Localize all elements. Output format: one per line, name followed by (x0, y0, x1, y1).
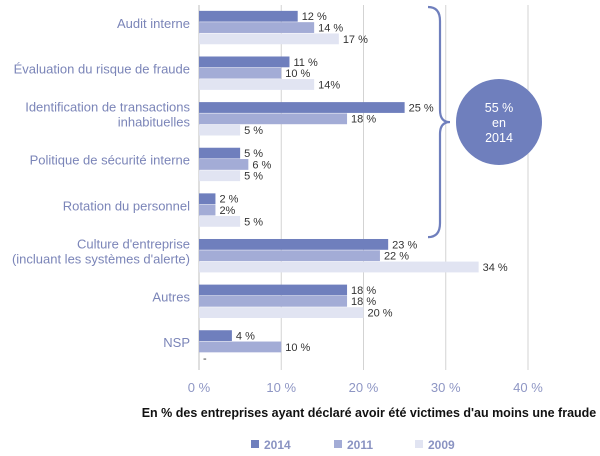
bar-2014 (199, 238, 389, 250)
x-axis-title: En % des entreprises ayant déclaré avoir… (142, 406, 597, 420)
x-tick-label: 0 % (188, 380, 211, 395)
bar-2009 (199, 307, 364, 319)
category-label: Rotation du personnel (63, 198, 190, 213)
data-label: 5 % (244, 148, 263, 160)
callout-text: 2014 (485, 131, 513, 145)
data-label: 22 % (384, 251, 409, 263)
category-label: Évaluation du risque de fraude (14, 61, 190, 76)
bar-2014 (199, 147, 241, 159)
bar-2014 (199, 56, 290, 68)
data-label: 14 % (318, 22, 343, 34)
data-label: 5 % (244, 216, 263, 228)
bar-2014 (199, 10, 298, 22)
data-label: 10 % (285, 68, 310, 80)
data-label: 11 % (293, 57, 317, 69)
data-label: 4 % (236, 331, 255, 343)
callout-text: en (492, 116, 506, 130)
brace-shape (427, 5, 451, 239)
data-label: 2 % (219, 194, 238, 206)
bar-2009 (199, 215, 241, 227)
data-label: 10 % (285, 342, 310, 354)
data-label: 18 % (351, 114, 376, 126)
bar-2014 (199, 284, 348, 296)
x-tick-label: 40 % (513, 380, 543, 395)
legend-label-2014: 2014 (264, 438, 291, 452)
bar-2014 (199, 193, 216, 205)
category-label: NSP (163, 335, 190, 350)
category-label: Politique de sécurité interne (30, 153, 190, 168)
legend-label-2011: 2011 (347, 438, 373, 452)
bar-2014 (199, 330, 232, 342)
legend-swatch-2011 (334, 440, 342, 448)
bar-2011 (199, 22, 315, 33)
x-tick-label: 20 % (349, 380, 379, 395)
bar-2011 (199, 67, 282, 79)
category-label: Culture d'entreprise (77, 236, 190, 251)
data-label: 20 % (368, 308, 393, 320)
callout-circle (456, 79, 542, 165)
callout-text: 55 % (485, 101, 514, 115)
category-label: (incluant les systèmes d'alerte) (12, 251, 190, 266)
legend-swatch-2014 (251, 440, 259, 448)
data-label: 5 % (244, 125, 263, 137)
x-tick-label: 30 % (431, 380, 461, 395)
category-label: Autres (152, 290, 190, 305)
data-label: 18 % (351, 296, 376, 308)
data-label: 18 % (351, 285, 376, 297)
x-tick-label: 10 % (266, 380, 296, 395)
bar-2011 (199, 250, 380, 262)
data-label: 34 % (483, 262, 508, 274)
data-label: 14% (318, 79, 340, 91)
bar-2014 (199, 102, 405, 113)
bar-2009 (199, 170, 241, 182)
bar-2011 (199, 204, 216, 216)
data-label: 12 % (302, 11, 327, 23)
category-label: Audit interne (117, 16, 190, 31)
category-label: inhabituelles (118, 115, 191, 130)
bar-2011 (199, 159, 249, 170)
data-label: 6 % (252, 159, 271, 171)
bar-2009 (199, 33, 339, 45)
bar-2011 (199, 295, 348, 307)
bar-2009 (199, 261, 479, 273)
bar-2011 (199, 113, 348, 125)
legend-label-2009: 2009 (428, 438, 455, 452)
data-label: - (203, 353, 207, 365)
bar-2011 (199, 341, 282, 353)
data-label: 23 % (392, 239, 417, 251)
bar-2009 (199, 79, 315, 90)
data-label: 17 % (343, 34, 368, 46)
data-label: 2% (219, 205, 235, 217)
legend-swatch-2009 (415, 440, 423, 448)
data-label: 5 % (244, 171, 263, 183)
bar-2009 (199, 124, 241, 136)
category-label: Identification de transactions (25, 100, 190, 115)
data-label: 25 % (409, 102, 434, 114)
